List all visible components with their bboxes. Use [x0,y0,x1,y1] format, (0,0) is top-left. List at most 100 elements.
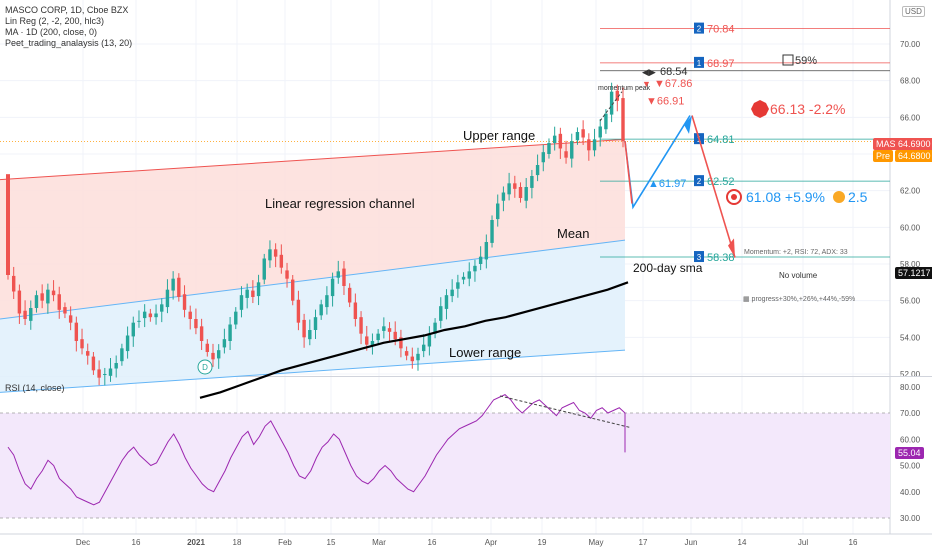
candle-body [621,98,625,142]
candle-body [6,174,10,275]
resistance-label: ▼66.91 [646,96,684,108]
rsi-legend: RSI (14, close) [5,383,65,394]
red-projection-arrow [691,115,736,258]
candle-body [484,242,489,260]
level-number-box [694,251,704,263]
y-tick-label: 62.00 [900,187,921,196]
target-icon-center [731,194,737,200]
legend-peet[interactable]: Peet_trading_analaysis (13, 20) [5,38,133,48]
candle-body [376,333,380,341]
level-value: 58.38 [707,252,735,264]
resistance-label: 68.54 [660,66,688,78]
candle-body [34,295,39,308]
legend-symbol[interactable]: MASCO CORP, 1D, Cboe BZX [5,5,129,15]
mas-price-tag: 64.6900 [895,138,932,150]
candle-body [57,294,61,310]
candle-body [319,304,323,316]
candle-body [353,302,358,319]
candle-body [68,315,73,323]
candle-body [313,317,318,330]
rsi-legend-label[interactable]: RSI (14, close) [5,383,65,393]
x-tick-label: May [588,538,603,547]
candle-body [501,192,506,201]
y-tick-label: 70.00 [900,40,921,49]
currency-button[interactable]: USD [902,6,925,17]
level-value: 68.97 [707,58,735,70]
candle-body [347,287,352,303]
x-tick-label: 16 [428,538,437,547]
candle-body [592,139,597,151]
candle-body [194,319,198,329]
candle-body [205,343,210,352]
rsi-tick-label: 40.00 [900,488,921,497]
annotation-no-volume: No volume [779,271,818,280]
x-tick-label: 14 [738,538,747,547]
momentum-trendline [599,91,623,122]
candle-body [336,271,340,278]
medal-icon [833,191,845,203]
y-tick-label: 56.00 [900,297,921,306]
candle-body [478,256,483,264]
legend-linreg[interactable]: Lin Reg (2, -2, 200, hlc3) [5,16,105,26]
candle-body [609,91,614,115]
annotation-upper-range: Upper range [463,128,535,143]
candle-body [461,276,466,280]
candle-body [496,203,500,220]
pre-price-tag: 64.6800 [895,150,932,162]
candle-body [598,126,602,138]
candle-body [17,290,22,314]
y-tick-label: 52.00 [900,370,921,379]
candle-body [382,326,386,331]
resistance-label: ▼67.86 [654,78,692,90]
candle-body [615,90,620,101]
candle-body [467,271,471,279]
candle-body [251,290,255,297]
annotation-sma200: 200-day sma [633,261,703,275]
level-number-box [694,22,704,34]
rsi-value-tag: 55.04 [895,447,924,459]
candle-body [370,341,375,346]
legend-ma[interactable]: MA · 1D (200, close, 0) [5,27,98,37]
candle-body [296,299,301,323]
legend: MASCO CORP, 1D, Cboe BZX Lin Reg (2, -2,… [5,5,132,49]
red-drop-arrow [624,141,633,204]
candle-body [216,350,221,359]
x-tick-label: 16 [132,538,141,547]
candle-body [513,183,517,189]
candle-body [182,294,187,310]
candle-body [51,290,56,296]
stop-icon [751,100,769,118]
annotation-linreg-channel: Linear regression channel [265,196,415,211]
x-tick-label: 15 [327,538,336,547]
lower-range-line [0,349,626,393]
pct-label: 59% [795,55,817,67]
x-tick-label: Dec [76,538,90,547]
candle-body [108,368,113,376]
level-value: 70.84 [707,24,735,36]
candle-body [262,258,266,280]
candle-body [234,311,238,325]
candle-body [11,275,16,292]
x-tick-label: Apr [485,538,498,547]
pre-tag-label: Pre [873,150,894,162]
level-number: 1 [697,59,702,68]
candle-body [387,328,392,332]
candle-body [29,308,33,321]
candle-body [268,249,272,261]
candle-body [581,129,585,138]
candle-body [291,279,295,301]
candle-body [228,324,232,341]
candle-body [245,289,249,298]
candle-body [279,254,284,268]
candle-body [46,289,50,304]
candle-body [222,339,227,348]
blue-low-label: ▲61.97 [648,178,686,190]
candle-body [91,356,96,371]
candle-body [171,278,175,291]
rsi-tick-label: 60.00 [900,435,921,444]
stop-label: 66.13 -2.2% [770,101,846,117]
annotation-momentum-info: Momentum: +2, RSI: 72, ADX: 33 [744,249,848,256]
rsi-line [7,394,626,506]
candle-body [199,326,204,341]
